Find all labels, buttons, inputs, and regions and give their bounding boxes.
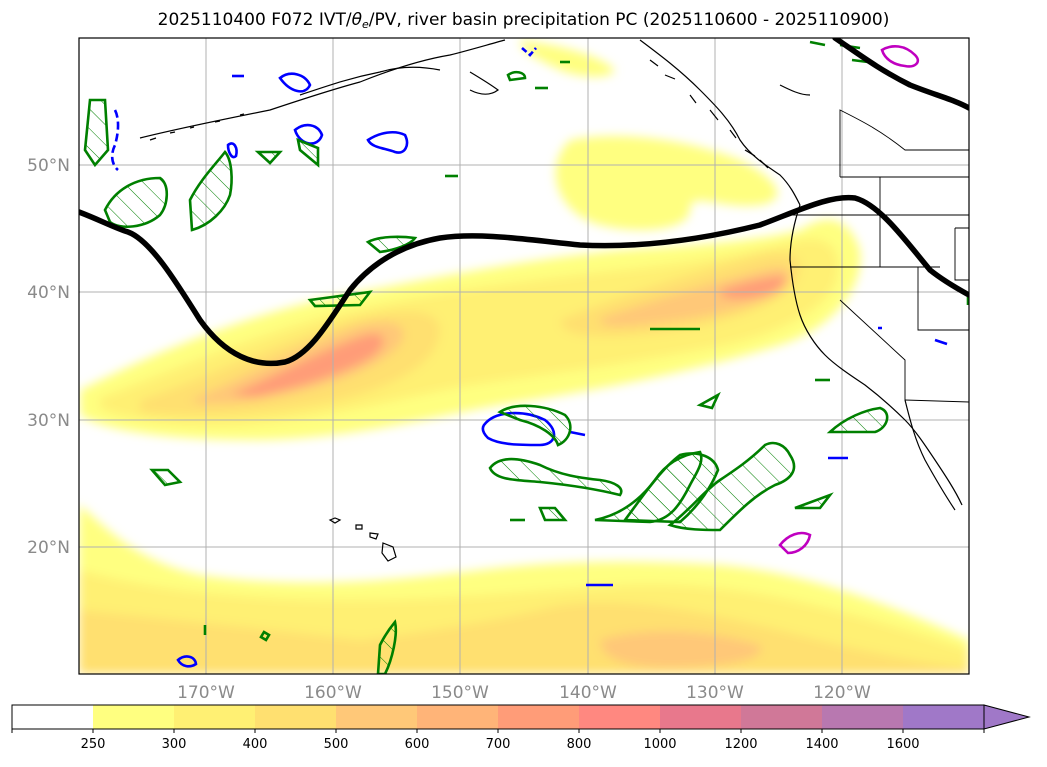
- lon-label-160w: 160°W: [304, 683, 362, 703]
- baja-coast: [904, 399, 956, 511]
- lon-label-150w: 150°W: [431, 683, 489, 703]
- hawaii: [328, 517, 397, 562]
- colorbar-label: 250: [81, 737, 106, 752]
- title-prefix: 2025110400 F072 IVT/: [157, 10, 352, 30]
- panhandle-coast: [639, 39, 801, 206]
- lat-labels: 20°N 30°N 40°N 50°N: [27, 156, 70, 558]
- ivt-top-250: [520, 40, 615, 77]
- alaska-coast: [139, 39, 506, 139]
- colorbar-segment: [579, 705, 661, 729]
- ivt-shading: [79, 40, 969, 674]
- colorbar-label: 600: [405, 737, 430, 752]
- colorbar-label: 1400: [805, 737, 838, 752]
- plot-area: [79, 38, 969, 674]
- title-suffix: /PV, river basin precipitation PC (20251…: [368, 10, 890, 30]
- title-theta-sub: e: [362, 18, 369, 31]
- colorbar-label: 500: [324, 737, 349, 752]
- colorbar: 250 300 400 500 600 700 800 1000 1200 1400 1600: [11, 704, 1031, 752]
- ivt-band-north-700: [230, 333, 384, 397]
- colorbar-segment: [174, 705, 256, 729]
- ivt-band-east-500: [599, 266, 790, 327]
- colorbar-label: 400: [243, 737, 268, 752]
- pv-contour-main: [79, 194, 969, 367]
- colorbar-segment: [498, 705, 580, 729]
- colorbar-label: 800: [567, 737, 592, 752]
- colorbar-segment: [417, 705, 499, 729]
- ivt-gulf-250: [555, 136, 778, 230]
- ivt-south-500: [600, 630, 762, 668]
- colorbar-label: 1000: [643, 737, 676, 752]
- lat-label-50n: 50°N: [27, 156, 70, 176]
- lon-labels: 170°W 160°W 150°W 140°W 130°W 120°W: [177, 683, 871, 703]
- colorbar-segment: [12, 705, 94, 729]
- map-title: 2025110400 F072 IVT/θe/PV, river basin p…: [0, 10, 1047, 31]
- green-contours: [83, 40, 969, 674]
- colorbar-label: 1600: [886, 737, 919, 752]
- lat-label-20n: 20°N: [27, 538, 70, 558]
- lon-label-140w: 140°W: [559, 683, 617, 703]
- magenta-contours: [778, 45, 920, 555]
- colorbar-segment: [336, 705, 418, 729]
- colorbar-extend-arrow: [983, 704, 1031, 730]
- title-theta: θ: [351, 10, 362, 30]
- colorbar-segment: [93, 705, 175, 729]
- lon-label-130w: 130°W: [686, 683, 744, 703]
- colorbar-label: 300: [162, 737, 187, 752]
- pv-contour-north: [832, 38, 969, 111]
- lon-label-170w: 170°W: [177, 683, 235, 703]
- pv-contours: [79, 38, 969, 367]
- lon-label-120w: 120°W: [813, 683, 871, 703]
- colorbar-label: 700: [486, 737, 511, 752]
- colorbar-label: 1200: [724, 737, 757, 752]
- us-west-coast: [789, 204, 963, 506]
- ivt-band-east-700: [719, 276, 786, 299]
- lat-label-30n: 30°N: [27, 411, 70, 431]
- colorbar-segment: [255, 705, 337, 729]
- coastlines: [139, 39, 969, 562]
- plot-frame: [78, 37, 970, 675]
- colorbar-segment: [660, 705, 742, 729]
- colorbar-segment: [822, 705, 904, 729]
- colorbar-segment: [741, 705, 823, 729]
- lat-label-40n: 40°N: [27, 283, 70, 303]
- colorbar-segment: [903, 705, 985, 729]
